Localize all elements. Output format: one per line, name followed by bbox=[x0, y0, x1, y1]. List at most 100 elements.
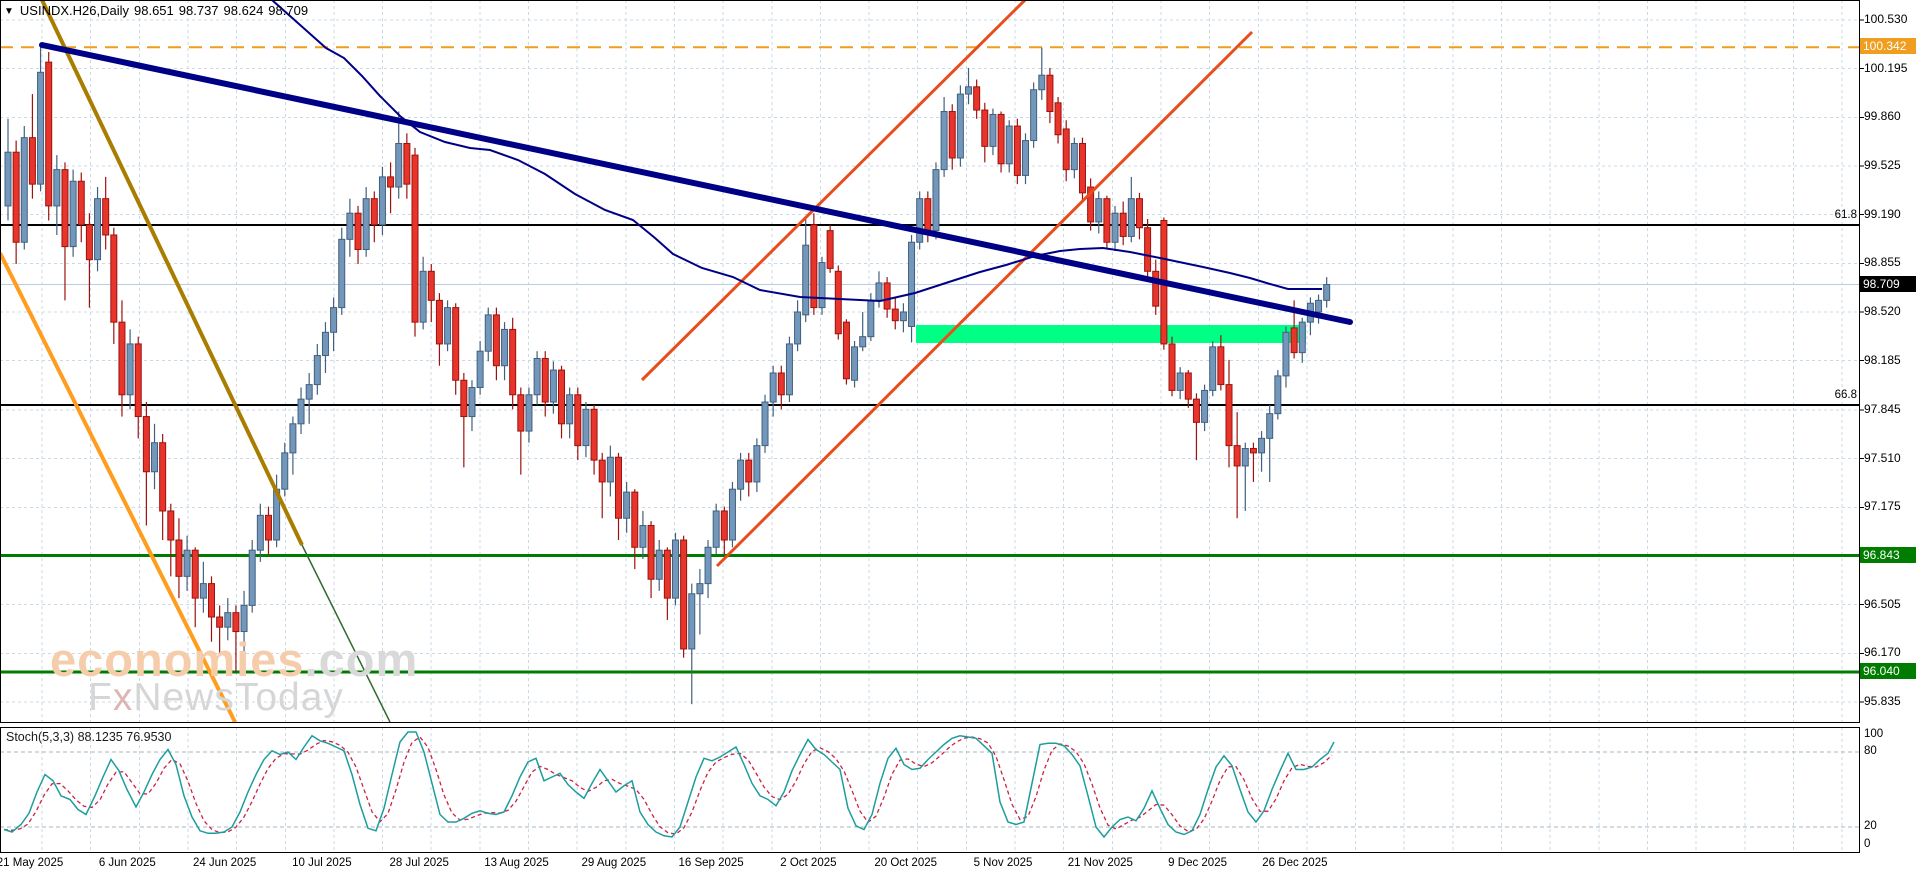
candle bbox=[916, 191, 924, 250]
candle bbox=[1087, 178, 1095, 231]
candle-body bbox=[639, 525, 647, 548]
candle bbox=[1274, 370, 1282, 420]
candle bbox=[492, 307, 500, 381]
candle-body bbox=[720, 510, 728, 541]
candle bbox=[1168, 336, 1176, 397]
candle bbox=[875, 271, 883, 308]
time-axis-label: 24 Jun 2025 bbox=[192, 857, 257, 869]
candle-body bbox=[354, 212, 362, 251]
candle bbox=[655, 540, 663, 591]
candle-body bbox=[631, 491, 639, 548]
candle bbox=[631, 489, 639, 570]
candle-body bbox=[566, 394, 574, 425]
current-price-tag: 98.709 bbox=[1860, 275, 1916, 292]
candle-body bbox=[1095, 198, 1103, 223]
time-axis-label: 21 Nov 2025 bbox=[1067, 857, 1133, 869]
moving-average-line bbox=[271, 0, 1322, 303]
candle bbox=[826, 224, 834, 273]
time-axis-label: 2 Oct 2025 bbox=[780, 857, 837, 869]
candle-body bbox=[1070, 142, 1078, 171]
candle-body bbox=[875, 282, 883, 301]
watermark-brand: economies.com bbox=[50, 632, 418, 687]
ascending-channel-line-1 bbox=[640, 0, 1027, 382]
candle bbox=[615, 452, 622, 541]
candle bbox=[264, 506, 272, 555]
candle-body bbox=[777, 372, 785, 396]
ascending-channel-line-2 bbox=[715, 30, 1254, 568]
candle-body bbox=[256, 514, 264, 551]
candle bbox=[1233, 412, 1241, 519]
candle bbox=[1282, 326, 1290, 388]
candle-body bbox=[248, 549, 256, 606]
candle-body bbox=[891, 308, 899, 322]
candle bbox=[142, 402, 150, 526]
candle bbox=[1054, 96, 1062, 144]
candle-body bbox=[785, 343, 793, 396]
candle bbox=[509, 317, 517, 410]
candle-body bbox=[1184, 372, 1192, 400]
candle bbox=[1135, 192, 1143, 240]
candle-body bbox=[1144, 227, 1152, 272]
candle bbox=[69, 169, 77, 257]
candle bbox=[346, 198, 354, 257]
candle bbox=[582, 402, 590, 458]
candle-body bbox=[1225, 384, 1233, 447]
candle bbox=[240, 590, 248, 664]
candle-body bbox=[517, 394, 525, 432]
candle-body bbox=[769, 372, 777, 403]
candle bbox=[216, 605, 224, 657]
candle-body bbox=[191, 549, 199, 599]
candle bbox=[118, 300, 126, 417]
main-pane-border bbox=[0, 0, 1860, 723]
candle bbox=[501, 322, 509, 381]
candle-body bbox=[240, 604, 248, 633]
candle-body bbox=[1005, 125, 1013, 165]
candle-body bbox=[1176, 372, 1184, 391]
candle bbox=[1103, 195, 1111, 249]
candle-body bbox=[452, 307, 460, 381]
candle bbox=[435, 293, 443, 366]
candle bbox=[289, 416, 297, 475]
candle bbox=[281, 442, 289, 497]
candle-body bbox=[1103, 198, 1111, 243]
candle-body bbox=[37, 71, 45, 185]
candle bbox=[956, 85, 964, 167]
stochastic-canvas[interactable] bbox=[0, 722, 1916, 853]
candle-body bbox=[842, 321, 850, 380]
candle bbox=[183, 535, 191, 591]
indicator-level-label: 0 bbox=[1864, 838, 1871, 850]
candle-body bbox=[1323, 284, 1331, 301]
price-axis-label: 97.175 bbox=[1864, 499, 1901, 514]
symbol-dropdown-icon[interactable]: ▼ bbox=[4, 6, 14, 17]
candle-body bbox=[1290, 327, 1298, 354]
candle-body bbox=[224, 612, 232, 628]
candle-body bbox=[208, 583, 215, 618]
candle bbox=[1127, 176, 1135, 243]
stoch-signal-line bbox=[3, 736, 1333, 835]
candle-body bbox=[818, 262, 826, 309]
candle-body bbox=[1201, 389, 1209, 423]
candle bbox=[1038, 47, 1046, 100]
candle-body bbox=[981, 109, 989, 147]
candle bbox=[1209, 341, 1217, 397]
candle-body bbox=[321, 331, 329, 357]
candle bbox=[965, 67, 973, 105]
candle-body bbox=[948, 111, 956, 159]
time-axis-label: 26 Dec 2025 bbox=[1262, 857, 1328, 869]
candle bbox=[859, 311, 867, 352]
candle-body bbox=[435, 299, 443, 345]
watermark-tagline-f: F bbox=[88, 676, 113, 719]
candle-body bbox=[924, 198, 932, 232]
ohlc-high: 98.737 bbox=[178, 3, 219, 18]
candle bbox=[1315, 294, 1323, 324]
candle-body bbox=[826, 230, 834, 269]
candle bbox=[1176, 367, 1184, 400]
candle-body bbox=[598, 459, 606, 483]
candle bbox=[1005, 120, 1013, 173]
candle-body bbox=[1127, 198, 1135, 237]
time-axis-label: 29 Aug 2025 bbox=[581, 857, 647, 869]
orange-trendline bbox=[0, 252, 237, 723]
candle bbox=[199, 561, 207, 613]
resistance-price-tag: 100.342 bbox=[1860, 38, 1916, 55]
price-chart-canvas[interactable] bbox=[0, 0, 1916, 723]
